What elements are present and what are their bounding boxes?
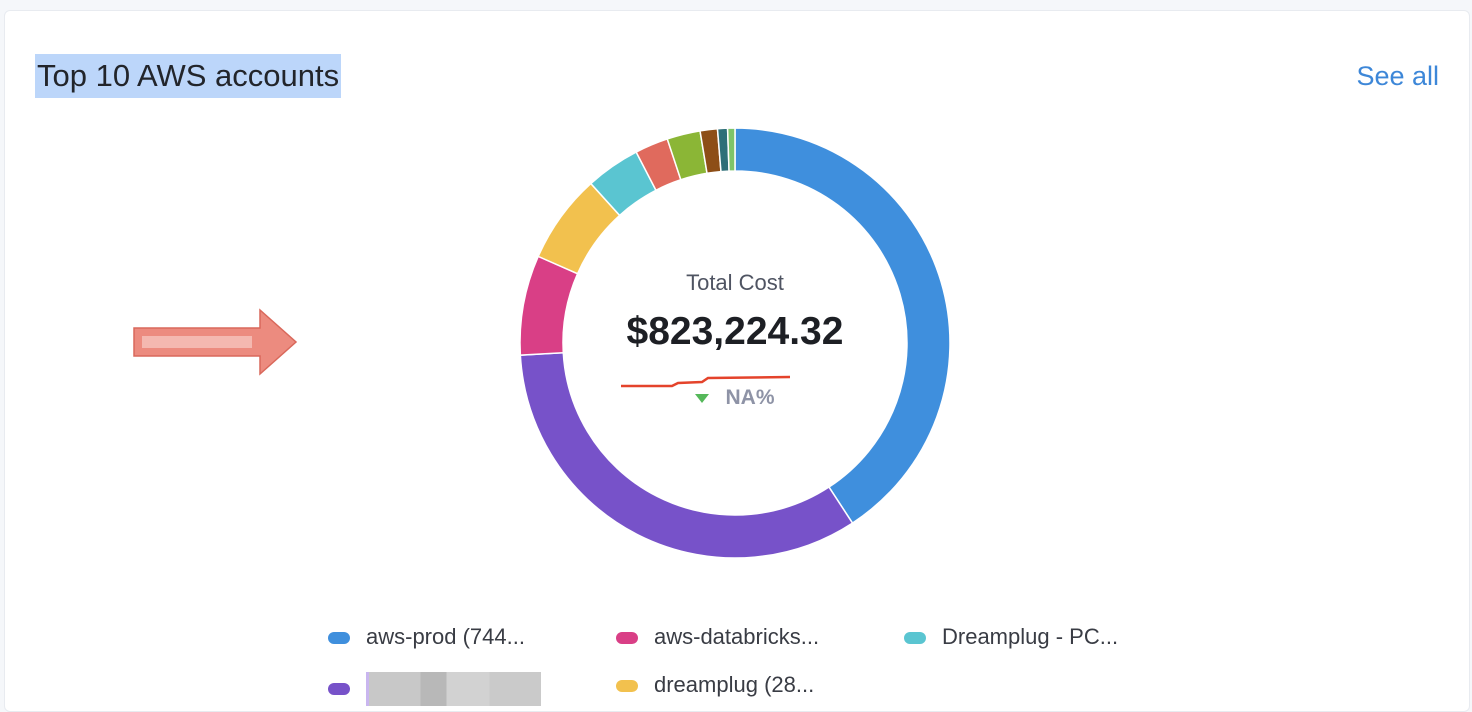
cost-change-value: NA%: [725, 386, 775, 409]
legend-dot-icon: [328, 683, 350, 695]
legend-dot-icon: [904, 632, 926, 645]
legend-dot-icon: [616, 632, 638, 645]
legend-label: Dreamplug - PC...: [942, 624, 1119, 649]
legend-label: dreamplug (28...: [654, 672, 815, 697]
annotation-arrow-icon: [133, 308, 298, 376]
cost-change: NA%: [535, 386, 935, 410]
total-cost-value: $823,224.32: [626, 310, 844, 353]
donut-slice-0[interactable]: [734, 127, 951, 525]
legend-label: aws-databricks...: [654, 624, 820, 649]
legend-dot-icon: [616, 680, 638, 693]
donut-chart: [519, 127, 951, 559]
down-triangle-icon: [695, 393, 710, 403]
legend-item[interactable]: Dreamplug - PC...: [904, 624, 1118, 650]
legend-item[interactable]: aws-databricks...: [616, 624, 819, 650]
total-cost-label: Total Cost: [686, 270, 784, 295]
top-aws-accounts-card: Top 10 AWS accounts See all: [4, 10, 1470, 712]
legend-label: aws-prod (744...: [366, 624, 525, 649]
legend-item[interactable]: dreamplug (28...: [616, 672, 814, 698]
donut-center: Total Cost $823,224.32 NA%: [535, 270, 935, 410]
donut-slice-9[interactable]: [726, 127, 736, 172]
redacted-label: [366, 672, 541, 706]
see-all-link[interactable]: See all: [1356, 61, 1439, 91]
legend-item[interactable]: aws-prod (744...: [328, 624, 525, 650]
card-title: Top 10 AWS accounts: [35, 54, 342, 98]
legend-item[interactable]: [328, 672, 541, 706]
legend-dot-icon: [328, 632, 350, 645]
annotation-underline: [621, 375, 791, 388]
